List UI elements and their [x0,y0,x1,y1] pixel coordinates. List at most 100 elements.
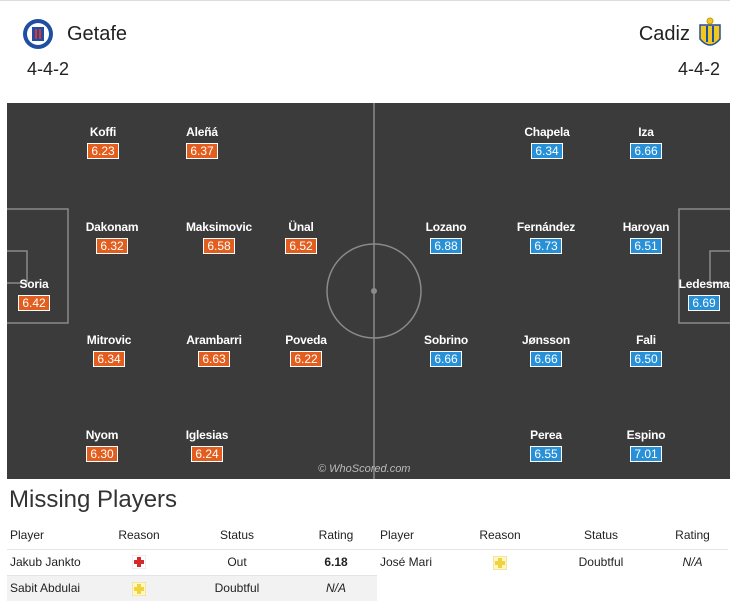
player-card[interactable]: Iglesias 6.24 [177,428,237,463]
player-rating: 6.23 [87,143,119,159]
home-formation: 4-4-2 [27,59,70,79]
column-header-player: Player [10,528,45,543]
player-name: Perea [530,428,562,442]
player-card[interactable]: Espino 7.01 [620,428,672,463]
player-rating: 6.51 [630,238,662,254]
column-header-rating: Rating [675,528,710,543]
player-name: Lozano [425,220,467,234]
player-name: Chapela [524,125,570,139]
player-rating: 6.88 [430,238,462,254]
player-card[interactable]: Soria 6.42 [13,277,55,312]
table-row: José Mari Doubtful N/A [377,548,728,575]
player-card[interactable]: Ledesma 6.69 [678,277,730,312]
column-header-status: Status [219,528,255,543]
player-rating: 7.01 [630,446,662,462]
player-name: Sobrino [424,333,468,347]
missing-player-name[interactable]: José Mari [377,548,455,575]
table-header-row: Player Reason Status Rating [7,522,377,549]
player-rating: 6.24 [191,446,223,462]
player-name: Iglesias [185,428,229,442]
missing-status: Doubtful [545,548,657,575]
player-name: Ünal [288,220,314,234]
player-rating: 6.42 [18,295,50,311]
missing-status: Out [179,548,295,575]
player-rating: 6.66 [530,351,562,367]
player-card[interactable]: Lozano 6.88 [415,220,477,255]
missing-rating: 6.18 [295,548,377,575]
column-header-player: Player [380,528,415,543]
column-header-rating: Rating [318,528,354,543]
home-missing-table: Player Reason Status Rating Jakub Jankto… [7,522,377,601]
player-name: Poveda [285,333,327,347]
column-header-reason: Reason [118,528,160,543]
player-name: Arambarri [186,333,242,347]
player-card[interactable]: Ünal 6.52 [278,220,324,255]
player-name: Maksimovic [185,220,253,234]
table-header-row: Player Reason Status Rating [377,522,728,549]
player-card[interactable]: Fali 6.50 [626,333,666,368]
away-formation: 4-4-2 [677,59,720,79]
player-rating: 6.63 [198,351,230,367]
home-team-name[interactable]: Getafe [67,23,128,45]
player-card[interactable]: Fernández 6.73 [500,220,592,255]
table-row: Sabit Abdulai Doubtful N/A [7,574,377,601]
player-rating: 6.34 [531,143,563,159]
player-rating: 6.34 [93,351,125,367]
player-name: Jønsson [522,333,570,347]
column-header-reason: Reason [479,528,521,543]
player-name: Iza [638,125,654,139]
player-card[interactable]: Iza 6.66 [624,125,668,160]
player-card[interactable]: Sobrino 6.66 [415,333,477,368]
player-rating: 6.52 [285,238,317,254]
player-name: Koffi [89,125,117,139]
player-rating: 6.30 [86,446,118,462]
player-rating: 6.22 [290,351,322,367]
player-rating: 6.69 [688,295,720,311]
missing-player-name[interactable]: Jakub Jankto [7,548,99,575]
player-card[interactable]: Koffi 6.23 [78,125,128,160]
player-card[interactable]: Nyom 6.30 [78,428,126,463]
player-card[interactable]: Haroyan 6.51 [611,220,681,255]
away-missing-table: Player Reason Status Rating José Mari Do… [377,522,728,575]
player-name: Haroyan [622,220,670,234]
player-name: Dakonam [85,220,139,234]
player-rating: 6.55 [530,446,562,462]
player-card[interactable]: Aleñá 6.37 [177,125,227,160]
player-card[interactable]: Mitrovic 6.34 [78,333,140,368]
pitch: Koffi 6.23 Aleñá 6.37 Dakonam 6.32 Maksi… [7,103,730,479]
missing-players-title: Missing Players [9,486,178,513]
doubtful-icon [131,581,147,597]
player-rating: 6.58 [203,238,235,254]
missing-rating: N/A [295,574,377,601]
player-card[interactable]: Dakonam 6.32 [78,220,146,255]
reason-cell [99,574,179,601]
doubtful-icon [492,555,508,571]
player-card[interactable]: Poveda 6.22 [278,333,334,368]
cadiz-badge-icon [699,17,721,46]
column-header-status: Status [583,528,619,543]
match-header: Getafe 4-4-2 Cadiz 4-4-2 [0,0,730,100]
reason-cell [99,548,179,575]
player-name: Aleñá [186,125,218,139]
watermark: © WhoScored.com [318,463,411,475]
missing-player-name[interactable]: Sabit Abdulai [7,574,99,601]
player-card[interactable]: Maksimovic 6.58 [177,220,261,255]
pitch-lines [7,103,730,479]
away-team-name[interactable]: Cadiz [638,23,690,45]
player-rating: 6.66 [430,351,462,367]
player-card[interactable]: Jønsson 6.66 [513,333,579,368]
reason-cell [455,548,545,575]
player-name: Mitrovic [86,333,132,347]
missing-status: Doubtful [179,574,295,601]
player-rating: 6.37 [186,143,218,159]
player-name: Fernández [516,220,576,234]
player-name: Fali [636,333,656,347]
player-name: Nyom [85,428,119,442]
player-rating: 6.73 [530,238,562,254]
player-card[interactable]: Perea 6.55 [521,428,571,463]
player-name: Ledesma [678,277,730,291]
player-rating: 6.66 [630,143,662,159]
player-card[interactable]: Chapela 6.34 [509,125,585,160]
player-rating: 6.50 [630,351,662,367]
player-card[interactable]: Arambarri 6.63 [177,333,251,368]
